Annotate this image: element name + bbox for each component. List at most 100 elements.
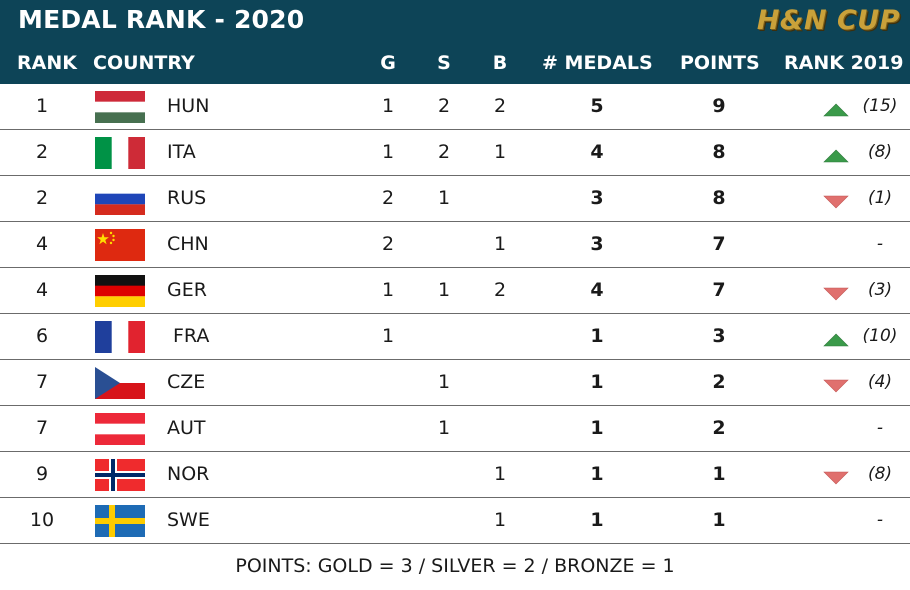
rank-cell: 7 bbox=[35, 371, 49, 393]
points-total: 1 bbox=[712, 509, 726, 531]
country-code: AUT bbox=[167, 417, 206, 439]
country-code: NOR bbox=[167, 463, 210, 485]
ita-flag-icon bbox=[95, 137, 145, 169]
silver-count: 2 bbox=[437, 141, 451, 163]
table-row: 7 CZE 1 1 2 (4) bbox=[0, 360, 910, 406]
medal-total: 4 bbox=[590, 141, 604, 163]
silver-count bbox=[432, 222, 456, 267]
rank-2019-value: (10) bbox=[862, 326, 898, 346]
gold-count: 2 bbox=[381, 233, 395, 255]
bronze-count: 1 bbox=[493, 233, 507, 255]
country-code: ITA bbox=[167, 141, 196, 163]
nor-flag-icon bbox=[95, 459, 145, 491]
points-total: 9 bbox=[712, 95, 726, 117]
table-row: 1 HUN 1 2 2 5 9 (15) bbox=[0, 84, 910, 130]
gold-count bbox=[376, 360, 400, 405]
table-row: 6 FRA 1 1 3 (10) bbox=[0, 314, 910, 360]
table-header-bar: MEDAL RANK - 2020 H&N CUP RANK COUNTRY G… bbox=[0, 0, 910, 84]
rank-cell: 10 bbox=[29, 509, 55, 531]
column-header-bronze: B bbox=[492, 52, 508, 74]
table-row: 9 NOR 1 1 1 (8) bbox=[0, 452, 910, 498]
rank-down-icon bbox=[823, 376, 849, 393]
rank-2019-value: (1) bbox=[867, 188, 893, 208]
aut-flag-icon bbox=[95, 413, 145, 445]
medal-total: 1 bbox=[590, 325, 604, 347]
rank-down-icon bbox=[823, 192, 849, 209]
column-header-medals: # MEDALS bbox=[542, 52, 653, 74]
rank-up-icon bbox=[823, 146, 849, 163]
country-code: HUN bbox=[167, 95, 210, 117]
gold-count: 1 bbox=[381, 279, 395, 301]
rus-flag-icon bbox=[95, 183, 145, 215]
rank-cell: 4 bbox=[35, 233, 49, 255]
table-row: 7 AUT 1 1 2 - bbox=[0, 406, 910, 452]
rank-cell: 9 bbox=[35, 463, 49, 485]
bronze-count bbox=[488, 176, 512, 221]
column-header-silver: S bbox=[437, 52, 451, 74]
table-row: 4 CHN 2 1 3 7 - bbox=[0, 222, 910, 268]
gold-count bbox=[376, 406, 400, 451]
gold-count bbox=[376, 452, 400, 497]
rank-cell: 6 bbox=[35, 325, 49, 347]
country-code: FRA bbox=[173, 325, 210, 347]
gold-count: 1 bbox=[381, 141, 395, 163]
rank-2019-value: (15) bbox=[862, 96, 898, 116]
points-total: 2 bbox=[712, 417, 726, 439]
brand-logo: H&N CUP bbox=[756, 5, 900, 36]
rank-up-icon bbox=[823, 330, 849, 347]
rank-up-icon bbox=[823, 100, 849, 117]
silver-count: 1 bbox=[437, 417, 451, 439]
bronze-count: 2 bbox=[493, 95, 507, 117]
rank-2019-value: (8) bbox=[867, 142, 893, 162]
medal-total: 4 bbox=[590, 279, 604, 301]
rank-cell: 2 bbox=[35, 141, 49, 163]
ger-flag-icon bbox=[95, 275, 145, 307]
cze-flag-icon bbox=[95, 367, 145, 399]
medal-total: 3 bbox=[590, 233, 604, 255]
bronze-count bbox=[488, 360, 512, 405]
points-total: 2 bbox=[712, 371, 726, 393]
page-title: MEDAL RANK - 2020 bbox=[18, 5, 305, 34]
rank-cell: 4 bbox=[35, 279, 49, 301]
rank-2019-value: (3) bbox=[867, 280, 893, 300]
gold-count: 2 bbox=[381, 187, 395, 209]
fra-flag-icon bbox=[95, 321, 145, 353]
bronze-count: 1 bbox=[493, 509, 507, 531]
table-row: 10 SWE 1 1 1 - bbox=[0, 498, 910, 544]
table-row: 2 ITA 1 2 1 4 8 (8) bbox=[0, 130, 910, 176]
swe-flag-icon bbox=[95, 505, 145, 537]
silver-count: 2 bbox=[437, 95, 451, 117]
silver-count: 1 bbox=[437, 187, 451, 209]
silver-count bbox=[432, 314, 456, 359]
chn-flag-icon bbox=[95, 229, 145, 261]
gold-count bbox=[376, 498, 400, 543]
points-total: 7 bbox=[712, 233, 726, 255]
rank-cell: 2 bbox=[35, 187, 49, 209]
medal-table-body: 1 HUN 1 2 2 5 9 (15) 2 ITA 1 2 1 4 8 (8) 2 RUS 2 1 3 8 (1) 4 CHN… bbox=[0, 84, 910, 544]
bronze-count bbox=[488, 406, 512, 451]
rank-2019-value: (4) bbox=[867, 372, 893, 392]
bronze-count: 2 bbox=[493, 279, 507, 301]
rank-cell: 7 bbox=[35, 417, 49, 439]
medal-total: 1 bbox=[590, 371, 604, 393]
table-row: 2 RUS 2 1 3 8 (1) bbox=[0, 176, 910, 222]
rank-2019-value: - bbox=[876, 234, 884, 254]
gold-count: 1 bbox=[381, 325, 395, 347]
rank-cell: 1 bbox=[35, 95, 49, 117]
medal-total: 1 bbox=[590, 463, 604, 485]
points-total: 1 bbox=[712, 463, 726, 485]
hun-flag-icon bbox=[95, 91, 145, 123]
silver-count bbox=[432, 452, 456, 497]
table-row: 4 GER 1 1 2 4 7 (3) bbox=[0, 268, 910, 314]
bronze-count: 1 bbox=[493, 463, 507, 485]
column-header-rank: RANK bbox=[17, 52, 77, 74]
country-code: CHN bbox=[167, 233, 209, 255]
country-code: GER bbox=[167, 279, 207, 301]
rank-down-icon bbox=[823, 284, 849, 301]
country-code: CZE bbox=[167, 371, 206, 393]
rank-down-icon bbox=[823, 468, 849, 485]
medal-total: 3 bbox=[590, 187, 604, 209]
points-total: 7 bbox=[712, 279, 726, 301]
points-total: 8 bbox=[712, 141, 726, 163]
column-header-rank-2019: RANK 2019 bbox=[784, 52, 904, 74]
